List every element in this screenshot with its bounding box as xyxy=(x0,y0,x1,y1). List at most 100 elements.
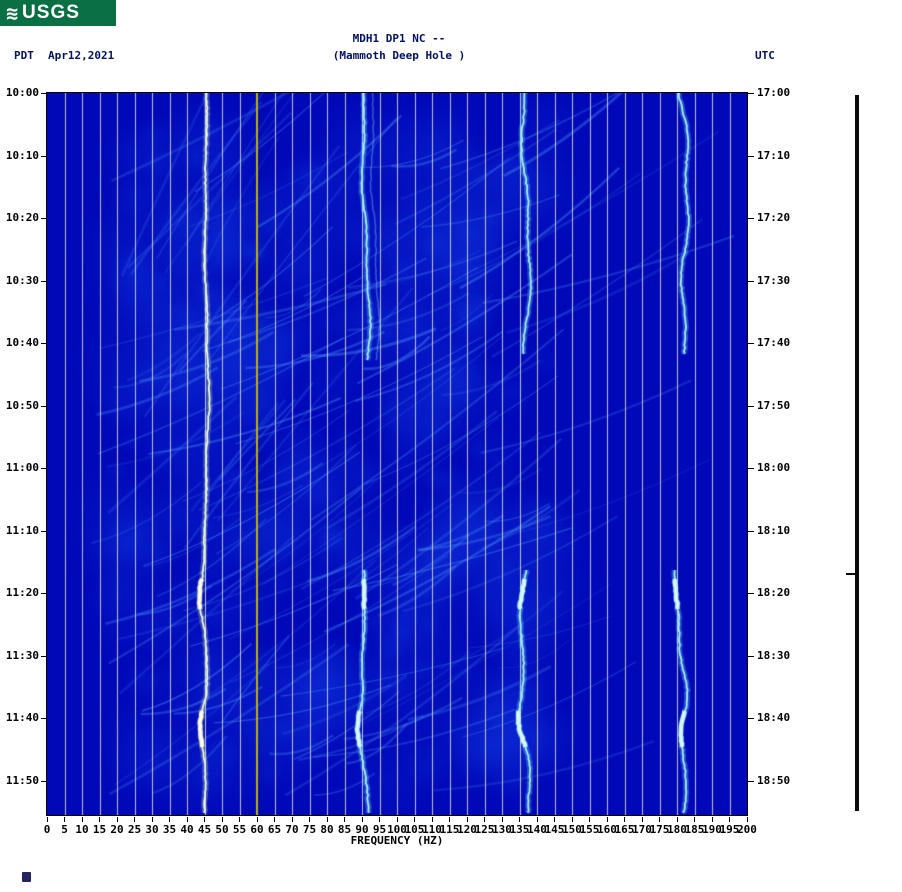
right-time-label: 18:10 xyxy=(757,523,791,537)
station-subtitle: (Mammoth Deep Hole ) xyxy=(332,49,466,62)
frequency-axis-label: FREQUENCY (HZ) xyxy=(350,834,444,847)
right-time-tick xyxy=(748,593,754,594)
freq-tick-label: 190 xyxy=(702,823,722,836)
freq-tick-label: 180 xyxy=(667,823,687,836)
freq-tick-label: 100 xyxy=(387,823,407,836)
right-time-label: 18:50 xyxy=(757,773,791,787)
freq-tick xyxy=(186,817,188,822)
freq-tick-label: 175 xyxy=(649,823,670,836)
freq-tick-label: 60 xyxy=(250,823,264,836)
right-time-tick xyxy=(748,780,754,782)
left-time-tick xyxy=(41,530,47,532)
left-time-label: 10:20 xyxy=(5,211,39,224)
freq-tick-label: 75 xyxy=(302,823,317,836)
freq-tick-label: 25 xyxy=(127,823,142,836)
freq-tick xyxy=(344,817,345,822)
freq-tick xyxy=(536,817,538,822)
left-time-label: 11:50 xyxy=(5,773,39,787)
right-time-tick xyxy=(748,530,754,532)
left-time-label: 10:40 xyxy=(5,336,39,349)
right-time-tick xyxy=(748,718,754,719)
freq-tick-label: 55 xyxy=(232,823,247,836)
left-time-label: 11:30 xyxy=(5,648,39,662)
right-time-label: 17:30 xyxy=(757,273,791,287)
right-time-tick xyxy=(748,280,754,282)
left-time-tick xyxy=(41,655,47,657)
freq-tick xyxy=(204,817,205,822)
freq-tick-label: 70 xyxy=(285,823,299,836)
scalebar-tick xyxy=(846,573,855,575)
right-time-label: 18:20 xyxy=(757,586,791,599)
freq-tick-label: 10 xyxy=(75,823,89,836)
freq-tick xyxy=(396,817,398,822)
freq-tick-label: 120 xyxy=(457,823,477,836)
station-title: MDH1 DP1 NC -- xyxy=(352,32,446,45)
freq-tick xyxy=(484,817,485,822)
freq-tick xyxy=(414,817,415,822)
freq-tick xyxy=(361,817,363,822)
right-time-label: 17:10 xyxy=(757,148,791,162)
right-time-label: 18:30 xyxy=(757,648,791,662)
freq-tick xyxy=(466,817,468,822)
right-time-label: 17:20 xyxy=(757,211,791,224)
freq-tick-label: 165 xyxy=(614,823,635,836)
timezone-right-label: UTC xyxy=(755,49,775,62)
freq-tick xyxy=(239,817,240,822)
left-time-label: 11:00 xyxy=(5,461,39,474)
spectrogram-canvas xyxy=(47,93,747,815)
right-time-tick xyxy=(748,655,754,657)
freq-tick-label: 110 xyxy=(422,823,442,836)
freq-tick xyxy=(309,817,310,822)
freq-tick-label: 200 xyxy=(737,823,757,836)
freq-tick xyxy=(501,817,503,822)
freq-tick-label: 15 xyxy=(92,823,107,836)
left-time-tick xyxy=(41,468,47,469)
freq-tick xyxy=(729,817,730,822)
freq-tick-label: 85 xyxy=(337,823,352,836)
usgs-logo: ≋ USGS xyxy=(0,0,116,26)
freq-tick xyxy=(274,817,275,822)
left-time-tick xyxy=(41,280,47,282)
usgs-logo-text: USGS xyxy=(22,2,80,23)
left-time-label: 10:50 xyxy=(5,398,39,412)
left-time-label: 10:30 xyxy=(5,273,39,287)
freq-tick-label: 20 xyxy=(110,823,124,836)
freq-tick xyxy=(134,817,135,822)
left-time-tick xyxy=(41,218,47,219)
freq-tick-label: 150 xyxy=(562,823,582,836)
right-time-label: 17:00 xyxy=(757,86,791,99)
freq-tick-label: 170 xyxy=(632,823,652,836)
freq-tick xyxy=(519,817,520,822)
right-time-label: 18:40 xyxy=(757,711,791,724)
freq-tick-label: 105 xyxy=(404,823,425,836)
left-time-tick xyxy=(41,405,47,407)
freq-tick-label: 160 xyxy=(597,823,617,836)
freq-tick-label: 95 xyxy=(372,823,387,836)
freq-tick-label: 30 xyxy=(145,823,159,836)
freq-tick xyxy=(624,817,625,822)
usgs-wave-icon: ≋ xyxy=(6,1,19,25)
left-time-tick xyxy=(41,93,47,94)
left-time-tick xyxy=(41,780,47,782)
left-time-label: 11:10 xyxy=(5,523,39,537)
freq-tick xyxy=(99,817,100,822)
right-time-tick xyxy=(748,343,754,344)
freq-tick-label: 35 xyxy=(162,823,177,836)
freq-tick-label: 115 xyxy=(439,823,460,836)
freq-tick xyxy=(676,817,678,822)
left-time-tick xyxy=(41,155,47,157)
date-label: Apr12,2021 xyxy=(48,49,115,62)
freq-tick xyxy=(694,817,695,822)
right-time-label: 17:50 xyxy=(757,398,791,412)
right-time-tick xyxy=(748,155,754,157)
freq-tick xyxy=(449,817,450,822)
right-time-tick xyxy=(748,93,754,94)
left-time-tick xyxy=(41,343,47,344)
tiny-image-icon xyxy=(22,872,31,882)
left-time-label: 10:10 xyxy=(5,148,39,162)
freq-tick xyxy=(151,817,153,822)
freq-tick-label: 145 xyxy=(544,823,565,836)
freq-tick xyxy=(256,817,258,822)
freq-tick xyxy=(326,817,328,822)
